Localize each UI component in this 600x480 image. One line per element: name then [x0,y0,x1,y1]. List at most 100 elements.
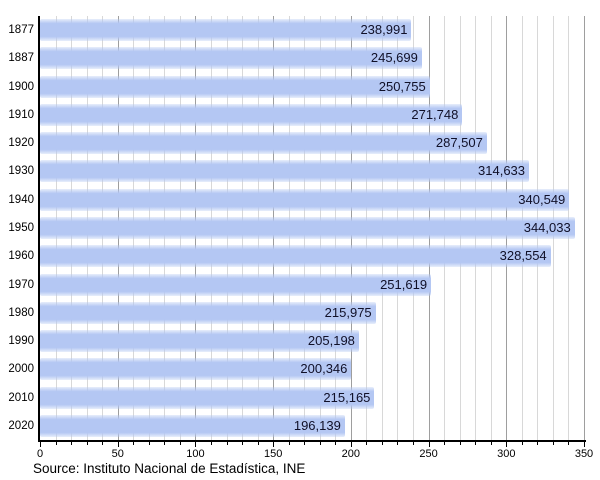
x-tick-minor [521,442,523,445]
bar-1877: 238,991 [40,19,412,42]
plot-area: 238,991 245,699 250,755 271,748 287,507 314,6… [40,16,585,440]
source-caption: Source: Instituto Nacional de Estadístic… [33,461,306,476]
x-tick-minor [179,442,181,445]
year-label-2010: 2010 [8,391,34,404]
x-tick-minor [459,442,461,445]
bar-value-label: 344,033 [523,219,571,235]
x-tick-minor [288,442,290,445]
bar-value-label: 196,139 [293,417,341,433]
bar-row-1910: 271,748 [40,101,584,129]
bar-1940: 340,549 [40,188,570,211]
year-label-2000: 2000 [8,363,34,376]
year-label-1877: 1877 [8,24,34,37]
bar-value-label: 245,699 [370,50,418,66]
year-label-2020: 2020 [8,419,34,432]
x-tick-major [506,442,508,447]
x-tick-minor [164,442,166,445]
bar-value-label: 271,748 [411,106,459,122]
year-label-1980: 1980 [8,306,34,319]
bar-row-1930: 314,633 [40,157,584,185]
x-tick-minor [71,442,73,445]
x-tick-minor [490,442,492,445]
x-tick-minor [102,442,104,445]
x-tick-minor [444,442,446,445]
x-tick-major [428,442,430,447]
bar-rows: 238,991 245,699 250,755 271,748 287,507 314,6… [40,16,584,440]
x-tick-label-100: 100 [186,448,205,460]
x-tick-major [195,442,197,447]
x-tick-minor [475,442,477,445]
x-tick-minor [366,442,368,445]
year-label-1910: 1910 [8,108,34,121]
bar-value-label: 250,755 [378,78,426,94]
x-tick-label-300: 300 [497,448,516,460]
x-tick-minor [133,442,135,445]
year-label-1990: 1990 [8,335,34,348]
x-tick-minor [86,442,88,445]
x-tick-label-250: 250 [419,448,438,460]
bar-value-label: 328,554 [499,248,547,264]
bar-row-1960: 328,554 [40,242,584,270]
bar-row-1990: 205,198 [40,327,584,355]
bar-row-1980: 215,975 [40,299,584,327]
year-label-1960: 1960 [8,250,34,263]
year-label-1930: 1930 [8,165,34,178]
x-tick-minor [537,442,539,445]
bar-row-2020: 196,139 [40,412,584,440]
year-label-1920: 1920 [8,137,34,150]
bar-value-label: 200,346 [300,361,348,377]
x-tick-minor [257,442,259,445]
bar-value-label: 287,507 [435,135,483,151]
x-tick-minor [304,442,306,445]
x-tick-major [40,442,41,447]
y-axis-labels: 1877 1887 1900 1910 1920 1930 1940 1950 1960 1970… [0,16,34,440]
x-tick-label-0: 0 [36,448,44,460]
bar-1900: 250,755 [40,75,430,98]
bar-1970: 251,619 [40,273,432,296]
bar-1960: 328,554 [40,245,551,268]
year-label-1900: 1900 [8,80,34,93]
x-tick-minor [55,442,57,445]
bar-2010: 215,165 [40,386,375,409]
bar-1887: 245,699 [40,47,422,70]
bar-1980: 215,975 [40,301,376,324]
bar-value-label: 215,975 [324,304,372,320]
x-tick-major [117,442,119,447]
x-tick-major [350,442,352,447]
bar-value-label: 205,198 [307,333,355,349]
bar-row-2000: 200,346 [40,355,584,383]
x-tick-major [273,442,275,447]
bar-row-1950: 344,033 [40,214,584,242]
year-label-1887: 1887 [8,52,34,65]
x-tick-minor [397,442,399,445]
bar-row-1970: 251,619 [40,270,584,298]
bar-row-1877: 238,991 [40,16,584,44]
bar-row-1900: 250,755 [40,73,584,101]
bar-1990: 205,198 [40,330,359,353]
year-label-1970: 1970 [8,278,34,291]
bar-row-1887: 245,699 [40,44,584,72]
y-axis-line [38,16,40,440]
x-tick-label-150: 150 [263,448,283,460]
bar-1910: 271,748 [40,103,463,126]
bar-1930: 314,633 [40,160,530,183]
x-tick-label-350: 350 [574,448,594,460]
x-tick-minor [568,442,570,445]
x-tick-minor [381,442,383,445]
bar-2020: 196,139 [40,414,345,437]
x-tick-minor [226,442,228,445]
bar-value-label: 340,549 [518,191,566,207]
bar-1950: 344,033 [40,216,575,239]
bar-value-label: 238,991 [360,22,408,38]
year-label-1940: 1940 [8,193,34,206]
bar-row-1920: 287,507 [40,129,584,157]
bar-row-2010: 215,165 [40,383,584,411]
x-axis-ticks [40,442,585,448]
bar-value-label: 251,619 [380,276,428,292]
x-tick-minor [335,442,337,445]
bar-2000: 200,346 [40,358,352,381]
x-axis-line [38,440,586,442]
year-label-1950: 1950 [8,221,34,234]
gridline-major [584,16,585,440]
